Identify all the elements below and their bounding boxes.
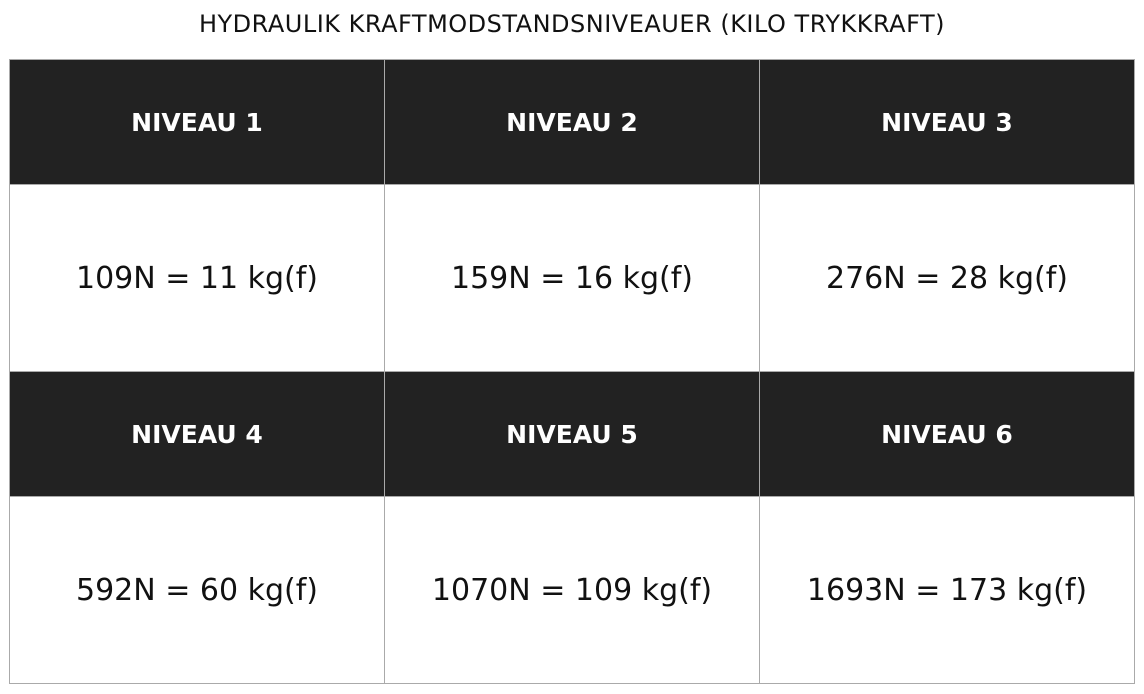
table-header-row: NIVEAU 1 NIVEAU 2 NIVEAU 3 (9, 59, 1135, 185)
level-value: 109N = 11 kg(f) (9, 184, 385, 372)
level-value: 276N = 28 kg(f) (759, 184, 1135, 372)
level-header: NIVEAU 2 (384, 59, 760, 185)
level-header: NIVEAU 3 (759, 59, 1135, 185)
level-value: 159N = 16 kg(f) (384, 184, 760, 372)
level-value: 592N = 60 kg(f) (9, 496, 385, 684)
table-row: 109N = 11 kg(f) 159N = 16 kg(f) 276N = 2… (9, 184, 1135, 372)
level-value: 1693N = 173 kg(f) (759, 496, 1135, 684)
page-title: HYDRAULIK KRAFTMODSTANDSNIVEAUER (KILO T… (198, 10, 946, 38)
level-value: 1070N = 109 kg(f) (384, 496, 760, 684)
table-row: 592N = 60 kg(f) 1070N = 109 kg(f) 1693N … (9, 496, 1135, 684)
resistance-levels-table: NIVEAU 1 NIVEAU 2 NIVEAU 3 109N = 11 kg(… (9, 59, 1135, 684)
level-header: NIVEAU 4 (9, 371, 385, 497)
level-header: NIVEAU 6 (759, 371, 1135, 497)
table-header-row: NIVEAU 4 NIVEAU 5 NIVEAU 6 (9, 371, 1135, 497)
level-header: NIVEAU 1 (9, 59, 385, 185)
level-header: NIVEAU 5 (384, 371, 760, 497)
